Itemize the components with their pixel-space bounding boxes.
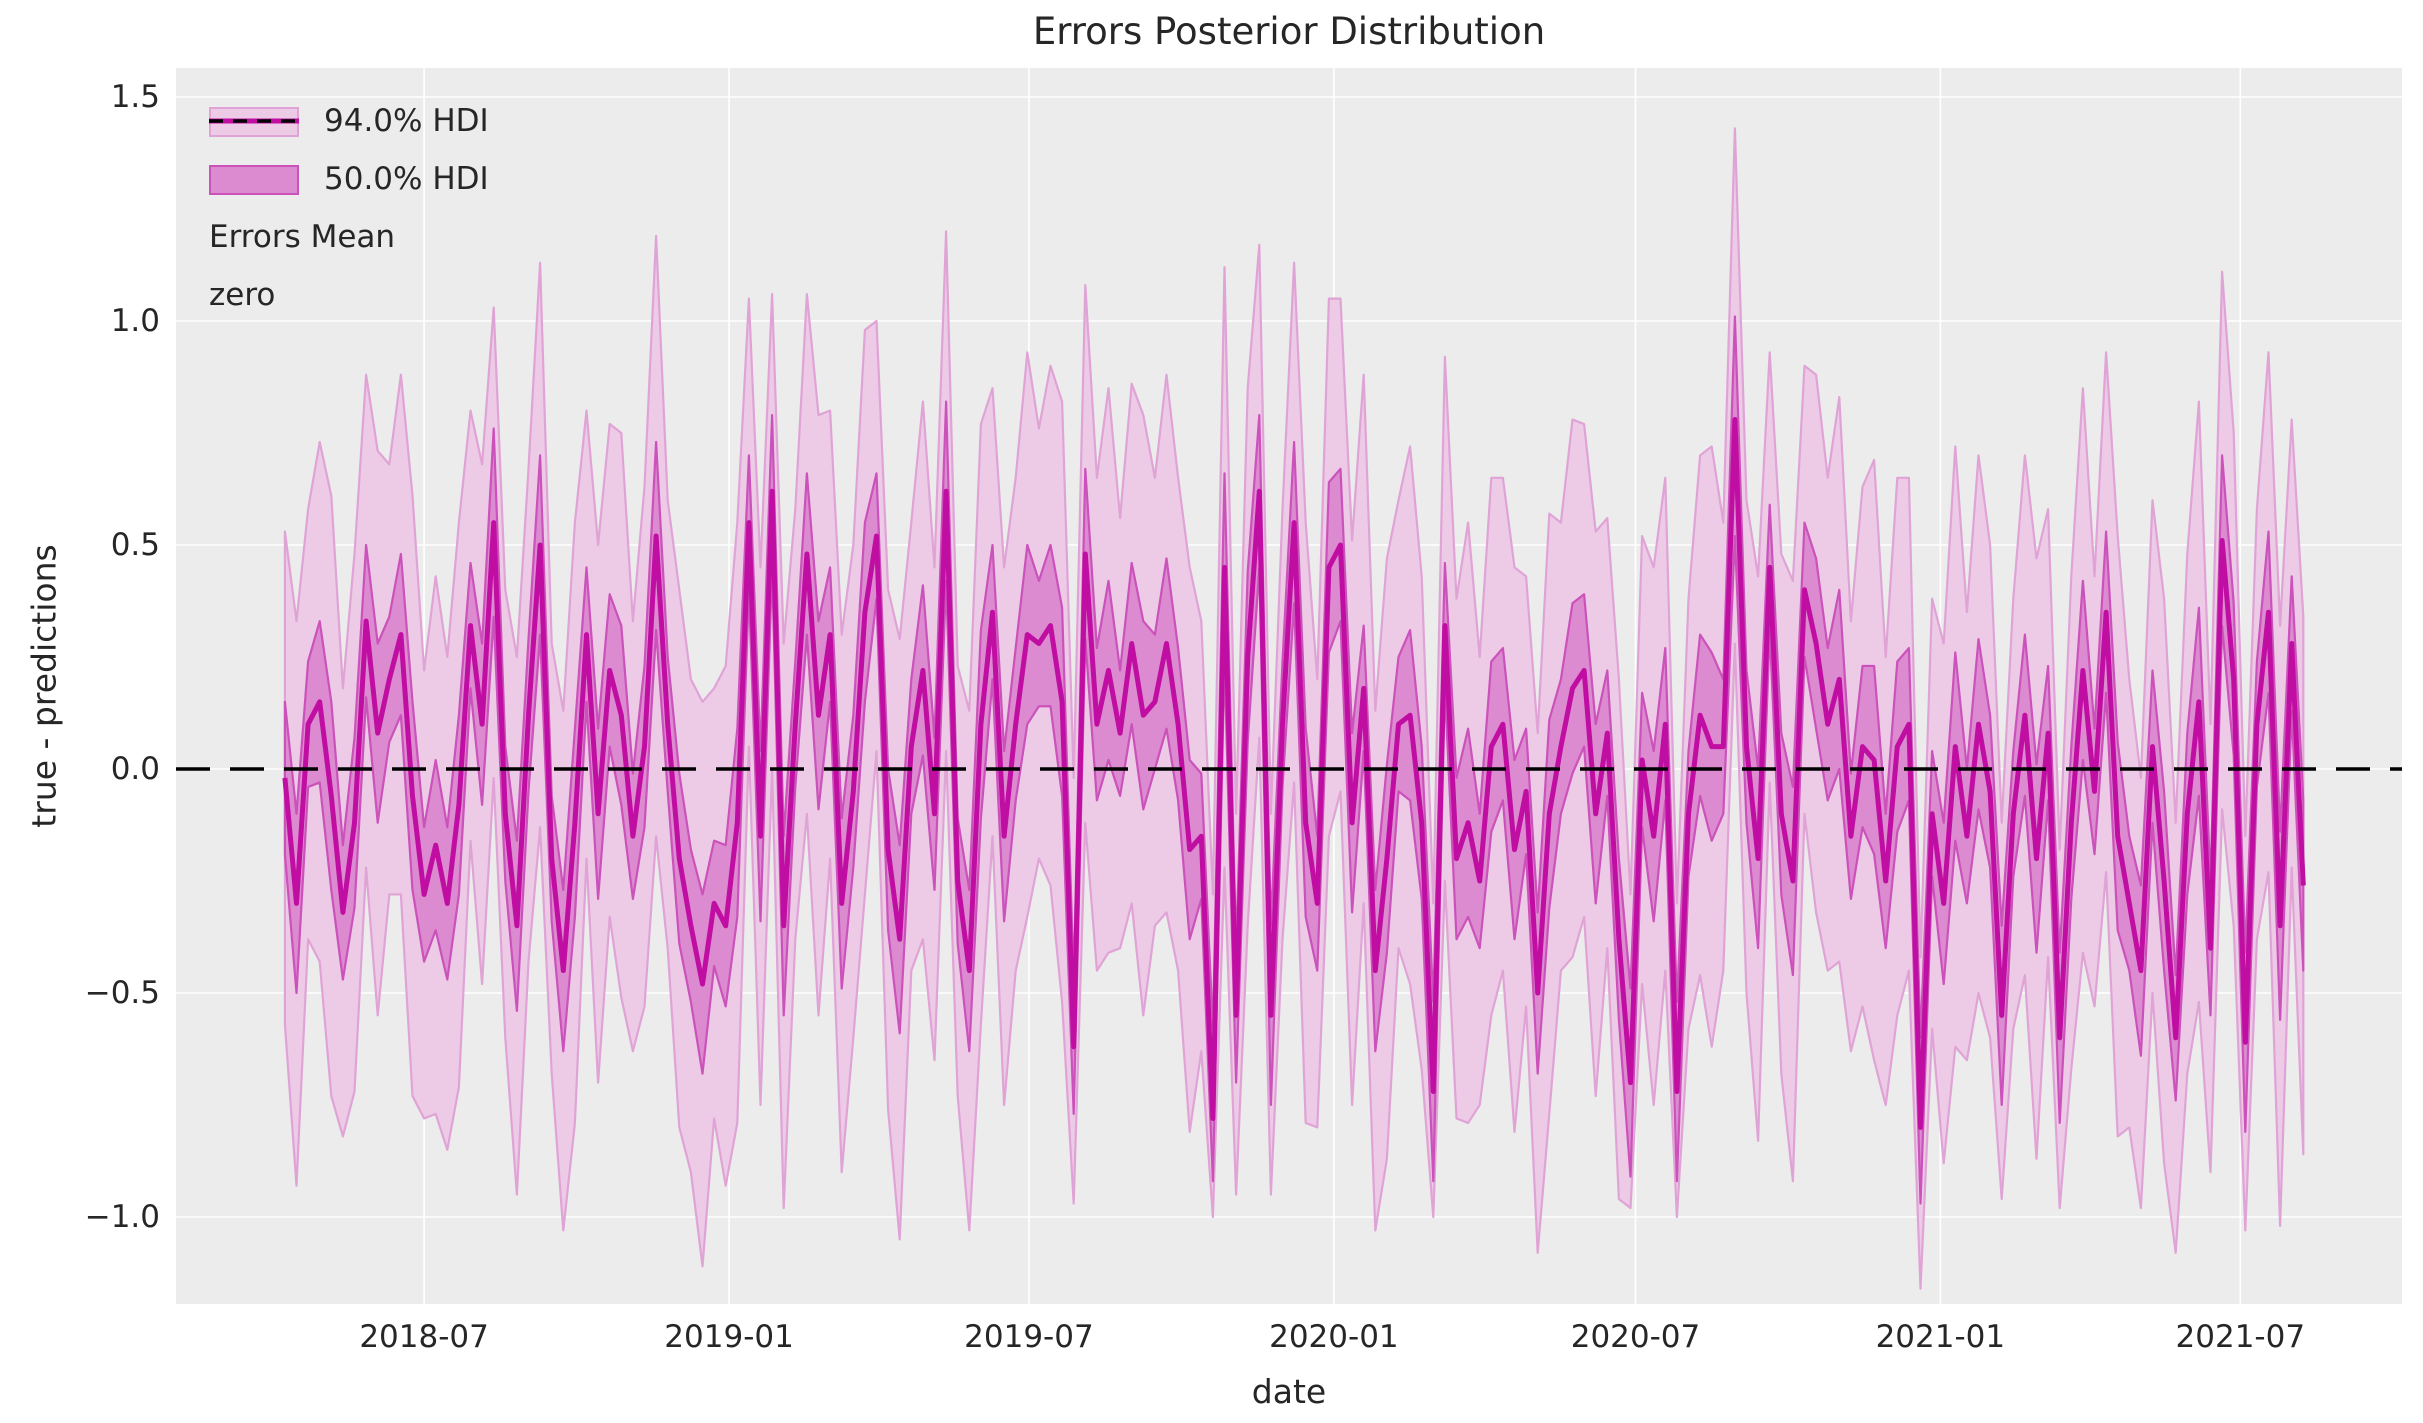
x-tick-label: 2021-01	[1875, 1319, 2006, 1355]
legend-row-mean: Errors Mean	[209, 118, 489, 255]
y-tick-label: 0.5	[110, 527, 160, 563]
x-tick-label: 2019-01	[664, 1319, 794, 1355]
y-tick-label: 1.0	[110, 303, 160, 339]
chart-title: Errors Posterior Distribution	[1032, 10, 1546, 53]
x-tick-label: 2020-07	[1570, 1319, 1701, 1355]
plot-area: 94.0% HDI 50.0% HDI Errors Mean zero	[176, 68, 2402, 1304]
chart-canvas	[176, 68, 2402, 1304]
legend-row-zero: zero	[209, 119, 489, 313]
zero-line-swatch-icon	[209, 119, 299, 123]
y-tick-label: 0.0	[110, 751, 160, 787]
legend-row-hdi94: 94.0% HDI	[209, 106, 489, 137]
legend-label-hdi50: 50.0% HDI	[324, 161, 489, 197]
y-tick-label: 1.5	[110, 79, 160, 115]
y-tick-label: −1.0	[84, 1199, 160, 1235]
legend-label-hdi94: 94.0% HDI	[324, 103, 489, 139]
x-tick-label: 2018-07	[359, 1319, 489, 1355]
hdi50-band-swatch-icon	[209, 164, 299, 195]
x-tick-label: 2020-01	[1269, 1319, 1399, 1355]
x-tick-label: 2021-07	[2175, 1319, 2306, 1355]
x-tick-label: 2019-07	[964, 1319, 1094, 1355]
legend-label-zero: zero	[209, 277, 276, 313]
y-tick-label: −0.5	[84, 975, 160, 1011]
legend-row-hdi50: 50.0% HDI	[209, 164, 489, 195]
legend: 94.0% HDI 50.0% HDI Errors Mean zero	[209, 106, 489, 311]
hdi94-band	[283, 127, 2305, 1290]
x-axis-label: date	[1251, 1372, 1327, 1411]
errors-mean-line	[282, 417, 2306, 1130]
legend-label-mean: Errors Mean	[209, 219, 396, 255]
